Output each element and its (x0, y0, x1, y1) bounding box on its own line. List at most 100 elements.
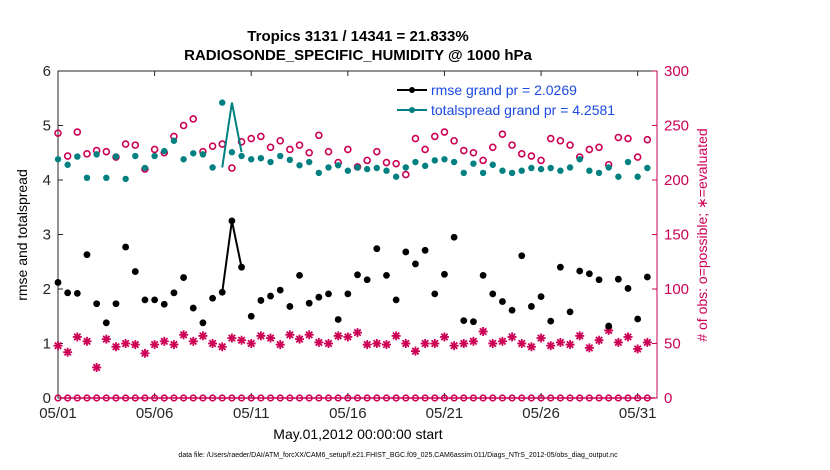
rmse-point (383, 271, 390, 279)
obs-evaluated-point (179, 330, 189, 340)
totalspread-point (219, 99, 226, 106)
y-left-tick-label: 1 (43, 336, 51, 353)
obs-evaluated-point (633, 344, 643, 354)
rmse-point (566, 308, 574, 316)
obs-possible-point (266, 143, 275, 152)
totalspread-point (248, 156, 255, 163)
rmse-point (315, 293, 323, 301)
rmse-point (537, 293, 545, 301)
obs-possible-point (430, 132, 439, 141)
obs-evaluated-point (478, 327, 488, 337)
rmse-point (334, 316, 342, 323)
totalspread-point (305, 158, 313, 166)
obs-evaluated-point (401, 339, 411, 348)
obs-possible-point (479, 156, 487, 165)
obs-possible-point (276, 136, 285, 145)
obs-evaluated-point (275, 340, 285, 350)
obs-evaluated-point (575, 331, 585, 341)
legend-box (393, 79, 648, 121)
totalspread-series (54, 99, 651, 183)
rmse-point (634, 315, 642, 323)
totalspread-point (576, 156, 583, 163)
obs-evaluated-point (333, 331, 343, 341)
rmse-point (499, 298, 506, 305)
obs-evaluated-point (227, 333, 237, 343)
y-right-tick-label: 150 (664, 227, 689, 244)
totalspread-point (354, 164, 361, 171)
rmse-point (141, 296, 149, 304)
obs-evaluated-point (391, 331, 401, 341)
obs-evaluated-point (92, 362, 102, 372)
y-right-tick-label: 250 (664, 118, 689, 135)
x-tick-label: 05/06 (136, 405, 174, 422)
x-axis-ticks: 05/01 05/06 05/11 05/16 05/21 05/26 05/31 (39, 71, 656, 422)
obs-possible-point (392, 159, 400, 168)
obs-evaluated-point (130, 340, 140, 350)
obs-evaluated-point (362, 340, 372, 350)
obs-possible-point (556, 136, 565, 145)
rmse-point (122, 243, 130, 251)
totalspread-point (392, 173, 400, 180)
rmse-point (305, 299, 313, 307)
x-tick-label: 05/16 (329, 405, 367, 422)
obs-evaluated-point (121, 339, 131, 348)
obs-possible-point (305, 148, 313, 157)
totalspread-point (344, 167, 352, 174)
rmse-point (238, 263, 245, 271)
rmse-point (460, 317, 468, 325)
rmse-point (296, 271, 303, 279)
obs-possible-point (585, 145, 594, 154)
obs-evaluated-point (420, 339, 430, 348)
y-axis-right-label: # of obs: o=possible; ∗=evaluated (694, 128, 710, 341)
rmse-point (54, 279, 62, 286)
rmse-point (325, 290, 332, 298)
rmse-point (286, 303, 294, 310)
totalspread-point (83, 174, 91, 182)
rmse-point (247, 312, 255, 320)
totalspread-point (103, 174, 110, 182)
obs-possible-point (150, 145, 159, 154)
obs-evaluated-point (63, 347, 73, 357)
obs-evaluated-point (208, 339, 218, 348)
obs-evaluated-point (198, 331, 208, 341)
obs-evaluated-point (169, 340, 179, 350)
rmse-point (585, 270, 593, 278)
obs-evaluated-point (188, 336, 198, 346)
totalspread-point (615, 173, 622, 180)
obs-possible-point (228, 164, 236, 172)
totalspread-point (412, 158, 419, 166)
obs-evaluated-point (353, 328, 362, 338)
obs-possible-point (315, 131, 323, 140)
rmse-point (93, 300, 101, 308)
totalspread-point (528, 164, 535, 172)
rmse-point (479, 271, 487, 279)
totalspread-point (112, 153, 120, 160)
legend: rmse grand pr = 2.0269 totalspread grand… (393, 79, 648, 121)
rmse-point (276, 286, 284, 294)
obs-possible-point (633, 153, 642, 161)
totalspread-point (441, 156, 448, 163)
totalspread-point (199, 151, 207, 158)
y-left-tick-label: 5 (43, 118, 51, 135)
y-right-tick-label: 100 (664, 281, 689, 298)
obs-evaluated-point (217, 342, 227, 352)
totalspread-point (479, 169, 487, 177)
rmse-point (344, 290, 352, 298)
y-right-tick-label: 300 (664, 63, 689, 80)
obs-evaluated-point (430, 339, 440, 348)
totalspread-point (277, 152, 284, 160)
obs-possible-point (131, 141, 140, 149)
obs-evaluated-point (410, 346, 420, 356)
totalspread-point (383, 167, 390, 174)
totalspread-point (180, 156, 187, 163)
totalspread-point (450, 158, 458, 166)
obs-evaluated-point (642, 337, 652, 347)
obs-evaluated-point (237, 335, 247, 345)
totalspread-point (161, 147, 168, 155)
obs-evaluated-point (507, 332, 517, 342)
totalspread-point (557, 167, 564, 174)
obs-evaluated-point (285, 330, 295, 340)
y-axis-left-label: rmse and totalspread (14, 169, 30, 301)
obs-possible-point (508, 141, 516, 149)
rmse-point (189, 304, 197, 312)
